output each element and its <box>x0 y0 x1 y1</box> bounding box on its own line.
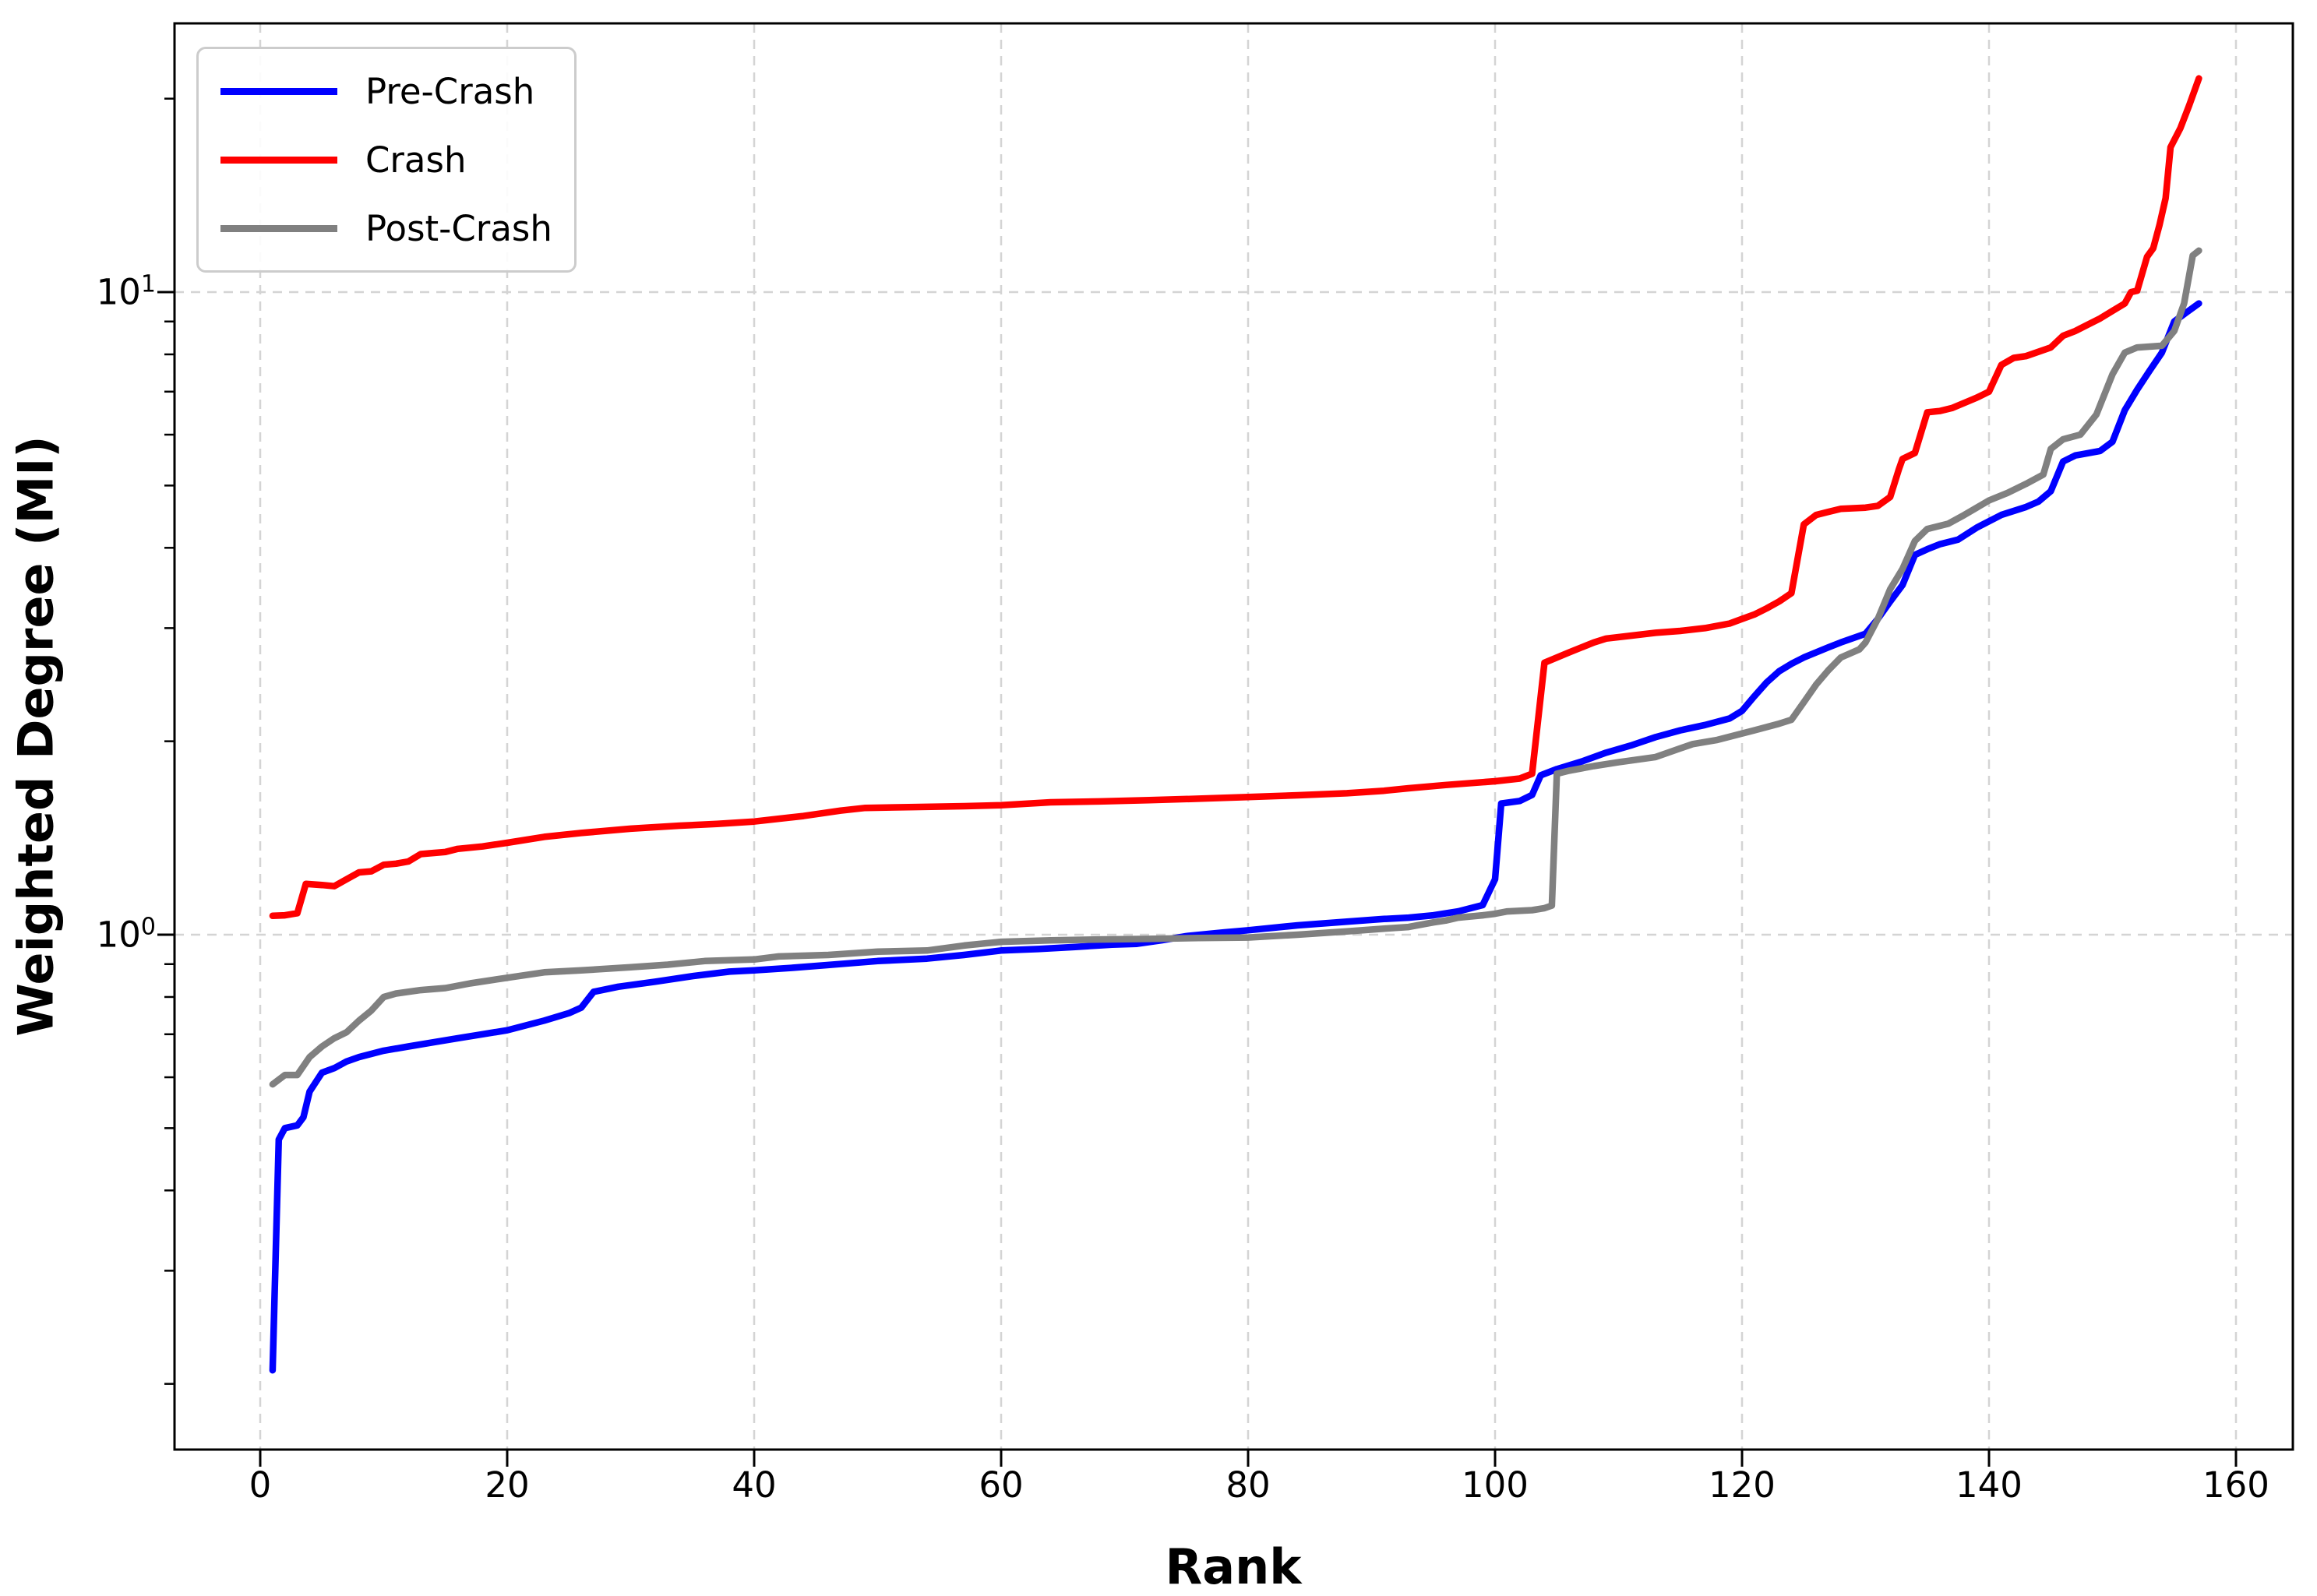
data-series <box>269 75 2202 1374</box>
plot-frame <box>173 22 2294 1451</box>
x-tick-label: 160 <box>2202 1464 2269 1506</box>
y-tick-label: 100 <box>96 913 156 956</box>
legend-label-pre-crash: Pre-Crash <box>365 70 535 112</box>
x-tick-label: 20 <box>485 1464 530 1506</box>
y-axis-label: Weighted Degree (MI) <box>7 435 65 1037</box>
legend-label-post-crash: Post-Crash <box>365 207 552 249</box>
x-tick-label: 100 <box>1462 1464 1529 1506</box>
axis-ticks <box>157 97 2238 1467</box>
x-tick-label: 40 <box>732 1464 777 1506</box>
legend-label-crash: Crash <box>365 139 467 181</box>
legend-swatch-pre-crash <box>220 87 337 95</box>
x-tick-label: 140 <box>1956 1464 2023 1506</box>
x-tick-label: 120 <box>1709 1464 1776 1506</box>
legend-item-post-crash: Post-Crash <box>220 194 552 262</box>
legend-item-pre-crash: Pre-Crash <box>220 57 552 125</box>
series-line-pre-crash <box>269 300 2202 1374</box>
series-line-post-crash <box>269 247 2202 1088</box>
x-tick-label: 80 <box>1226 1464 1271 1506</box>
legend-swatch-post-crash <box>220 224 337 232</box>
legend: Pre-Crash Crash Post-Crash <box>196 47 577 273</box>
x-tick-label: 0 <box>249 1464 272 1506</box>
y-tick-label: 101 <box>96 270 156 313</box>
series-line-crash <box>269 75 2202 920</box>
legend-item-crash: Crash <box>220 125 552 194</box>
x-tick-label: 60 <box>979 1464 1024 1506</box>
legend-swatch-crash <box>220 156 337 164</box>
x-axis-label: Rank <box>1165 1538 1302 1595</box>
